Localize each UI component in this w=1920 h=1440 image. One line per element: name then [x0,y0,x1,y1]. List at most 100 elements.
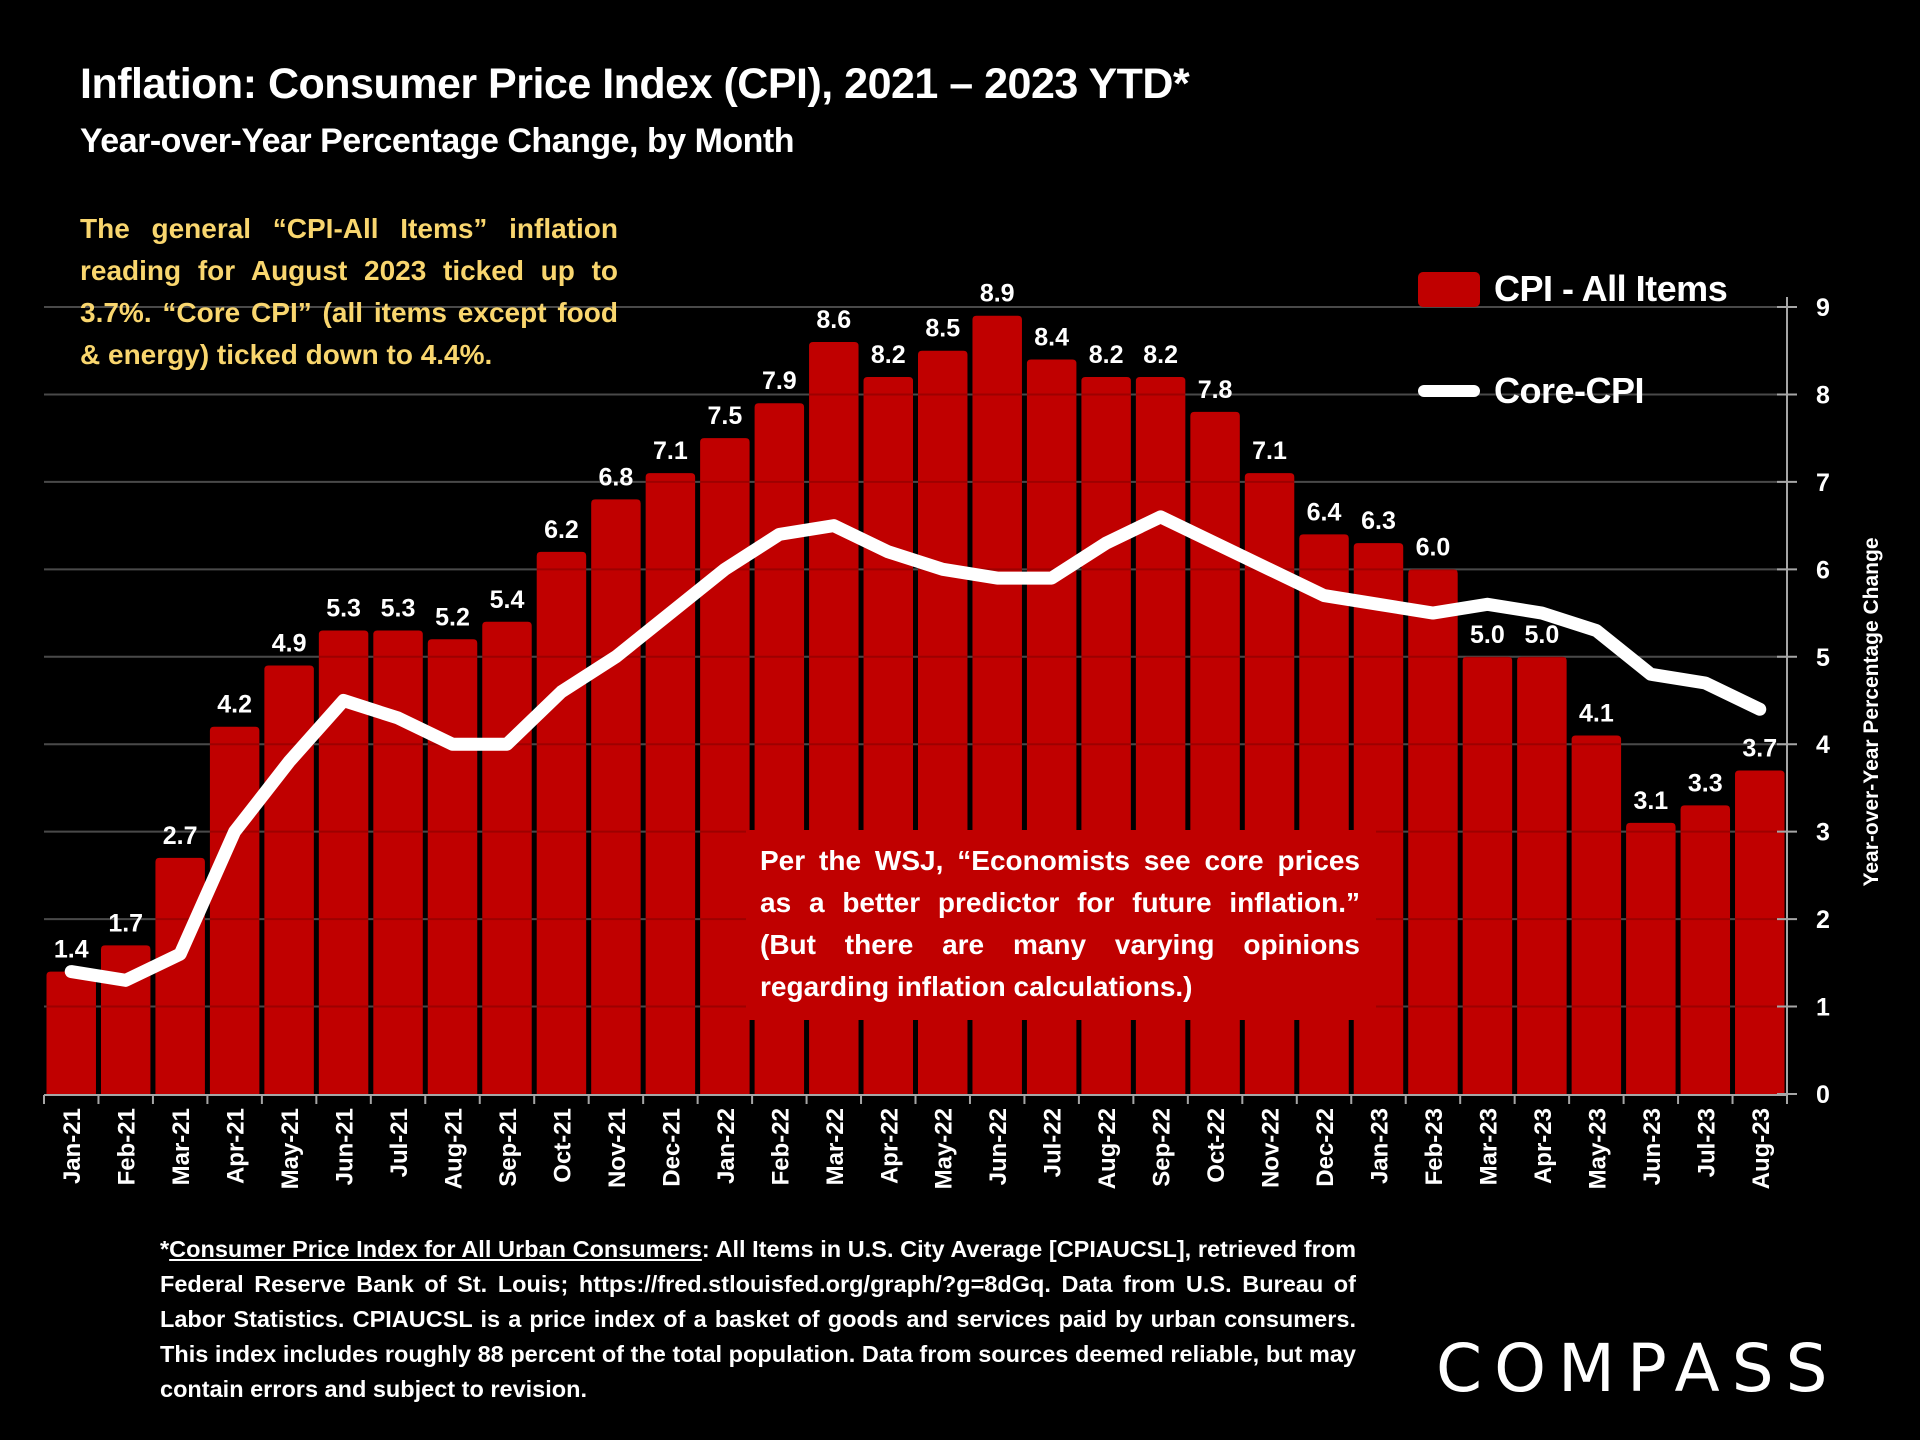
x-tick-label: Feb-22 [767,1108,794,1185]
bar-value-label: 3.3 [1688,769,1723,797]
x-tick-label: Jul-21 [386,1108,413,1177]
y-tick-label: 4 [1816,731,1830,759]
bar-value-label: 8.2 [1143,341,1178,369]
bar-jul-23 [1680,805,1731,1094]
x-tick-label: Apr-21 [223,1108,250,1184]
x-tick-label: Aug-22 [1094,1108,1121,1189]
bar-value-label: 6.4 [1307,498,1342,526]
bar-value-label: 5.4 [490,586,525,614]
cpi-summary-note: The general “CPI-All Items” inflation re… [80,213,618,370]
y-tick-label: 9 [1816,294,1830,322]
x-tick-label: Feb-21 [114,1108,141,1185]
x-tick-label: Jun-23 [1639,1108,1666,1185]
x-tick-label: Oct-21 [549,1108,576,1183]
bar-jul-21 [373,630,423,1094]
x-tick-label: Apr-23 [1530,1108,1557,1184]
bar-value-label: 3.7 [1742,734,1777,762]
bar-value-label: 6.2 [544,516,579,544]
bar-value-label: 6.0 [1416,533,1451,561]
bar-may-23 [1571,735,1622,1094]
bar-value-label: 8.2 [1089,341,1124,369]
bar-nov-21 [591,499,641,1094]
x-tick-label: Nov-22 [1258,1108,1285,1188]
x-tick-label: May-22 [931,1108,958,1189]
bar-jan-22 [700,438,750,1095]
wsj-quote-note: Per the WSJ, “Economists see core prices… [746,830,1376,1020]
x-tick-label: Mar-23 [1475,1108,1502,1185]
footnote-text: : All Items in U.S. City Average [CPIAUC… [160,1236,1356,1402]
legend-item-cpi-all-items: CPI - All Items [1418,268,1728,310]
x-tick-label: Feb-23 [1421,1108,1448,1185]
legend-label: CPI - All Items [1494,268,1728,309]
legend-label: Core-CPI [1494,370,1645,411]
x-tick-label: Nov-21 [604,1108,631,1188]
bar-value-label: 8.9 [980,280,1015,308]
bar-value-label: 7.8 [1198,376,1233,404]
x-tick-label: Mar-22 [822,1108,849,1185]
bar-value-label: 1.4 [54,936,89,964]
bar-value-label: 7.9 [762,367,797,395]
bar-labels: 1.4 1.7 2.7 4.2 4.9 5.3 5.3 5.2 5.4 6.2 6.8 7.1 7.5 7… [54,280,1777,964]
x-tick-label: Aug-21 [441,1108,468,1189]
x-tick-label: Sep-22 [1149,1108,1176,1187]
x-tick-label: Jun-21 [332,1108,359,1185]
legend-item-core-cpi: Core-CPI [1418,370,1645,412]
bar-value-label: 6.3 [1361,507,1396,535]
axes [43,297,1797,1104]
bar-value-label: 5.0 [1470,621,1505,649]
bar-value-label: 2.7 [163,822,198,850]
y-tick-label: 0 [1816,1081,1830,1109]
bar-value-label: 3.1 [1633,787,1668,815]
x-tick-labels: Jan-21 Feb-21 Mar-21 Apr-21 May-21 Jun-21 Jul-… [59,1108,1775,1189]
bar-value-label: 4.9 [272,630,307,658]
x-tick-label: Jan-22 [713,1108,740,1184]
x-tick-label: Jan-21 [59,1108,86,1184]
x-tick-label: Oct-22 [1203,1108,1230,1183]
bar-aug-23 [1735,770,1785,1094]
y-tick-label: 1 [1816,994,1830,1022]
footnote: *Consumer Price Index for All Urban Cons… [160,1232,1356,1407]
bar-sep-21 [482,621,532,1094]
footnote-source-link[interactable]: Consumer Price Index for All Urban Consu… [169,1236,702,1262]
core-cpi-series [64,510,1767,987]
bar-value-label: 7.1 [653,437,688,465]
bar-value-label: 5.3 [326,595,361,623]
y-tick-label: 3 [1816,819,1830,847]
x-tick-label: May-21 [277,1108,304,1189]
bar-value-label: 5.3 [381,595,416,623]
bar-value-label: 5.2 [435,603,470,631]
x-tick-label: Jun-22 [985,1108,1012,1185]
x-tick-label: Dec-21 [658,1108,685,1187]
y-tick-labels: 0 1 2 3 4 5 6 7 8 9 [1816,294,1830,1109]
compass-logo: COMPASS [1436,1330,1840,1407]
bar-value-label: 7.1 [1252,437,1287,465]
bar-value-label: 4.2 [217,691,252,719]
bar-apr-21 [209,726,260,1094]
bar-value-label: 8.5 [925,315,960,343]
bar-dec-21 [645,473,696,1095]
bar-jan-21 [46,971,96,1094]
x-tick-label: Apr-22 [876,1108,903,1184]
x-tick-label: Jul-23 [1693,1108,1720,1177]
x-tick-label: Sep-21 [495,1108,522,1187]
x-tick-label: Aug-23 [1748,1108,1775,1189]
bar-value-label: 6.8 [599,463,634,491]
y-tick-label: 2 [1816,906,1830,934]
y-tick-label: 8 [1816,381,1830,409]
x-tick-label: Dec-22 [1312,1108,1339,1187]
core-cpi-line [64,510,1767,987]
bar-jun-21 [318,630,369,1094]
legend-bar-swatch [1418,271,1480,307]
bar-value-label: 8.4 [1034,323,1069,351]
bar-value-label: 4.1 [1579,699,1614,727]
y-tick-label: 7 [1816,469,1830,497]
chart-title: Inflation: Consumer Price Index (CPI), 2… [80,60,1190,108]
bar-feb-23 [1408,569,1458,1094]
bar-jun-23 [1626,822,1676,1094]
gridlines-overlay [44,306,1787,1008]
x-tick-label: Mar-21 [168,1108,195,1185]
x-tick-label: May-23 [1584,1108,1611,1189]
legend-line-swatch [1418,385,1480,397]
bar-apr-23 [1517,656,1567,1094]
bar-value-label: 8.6 [816,306,851,334]
